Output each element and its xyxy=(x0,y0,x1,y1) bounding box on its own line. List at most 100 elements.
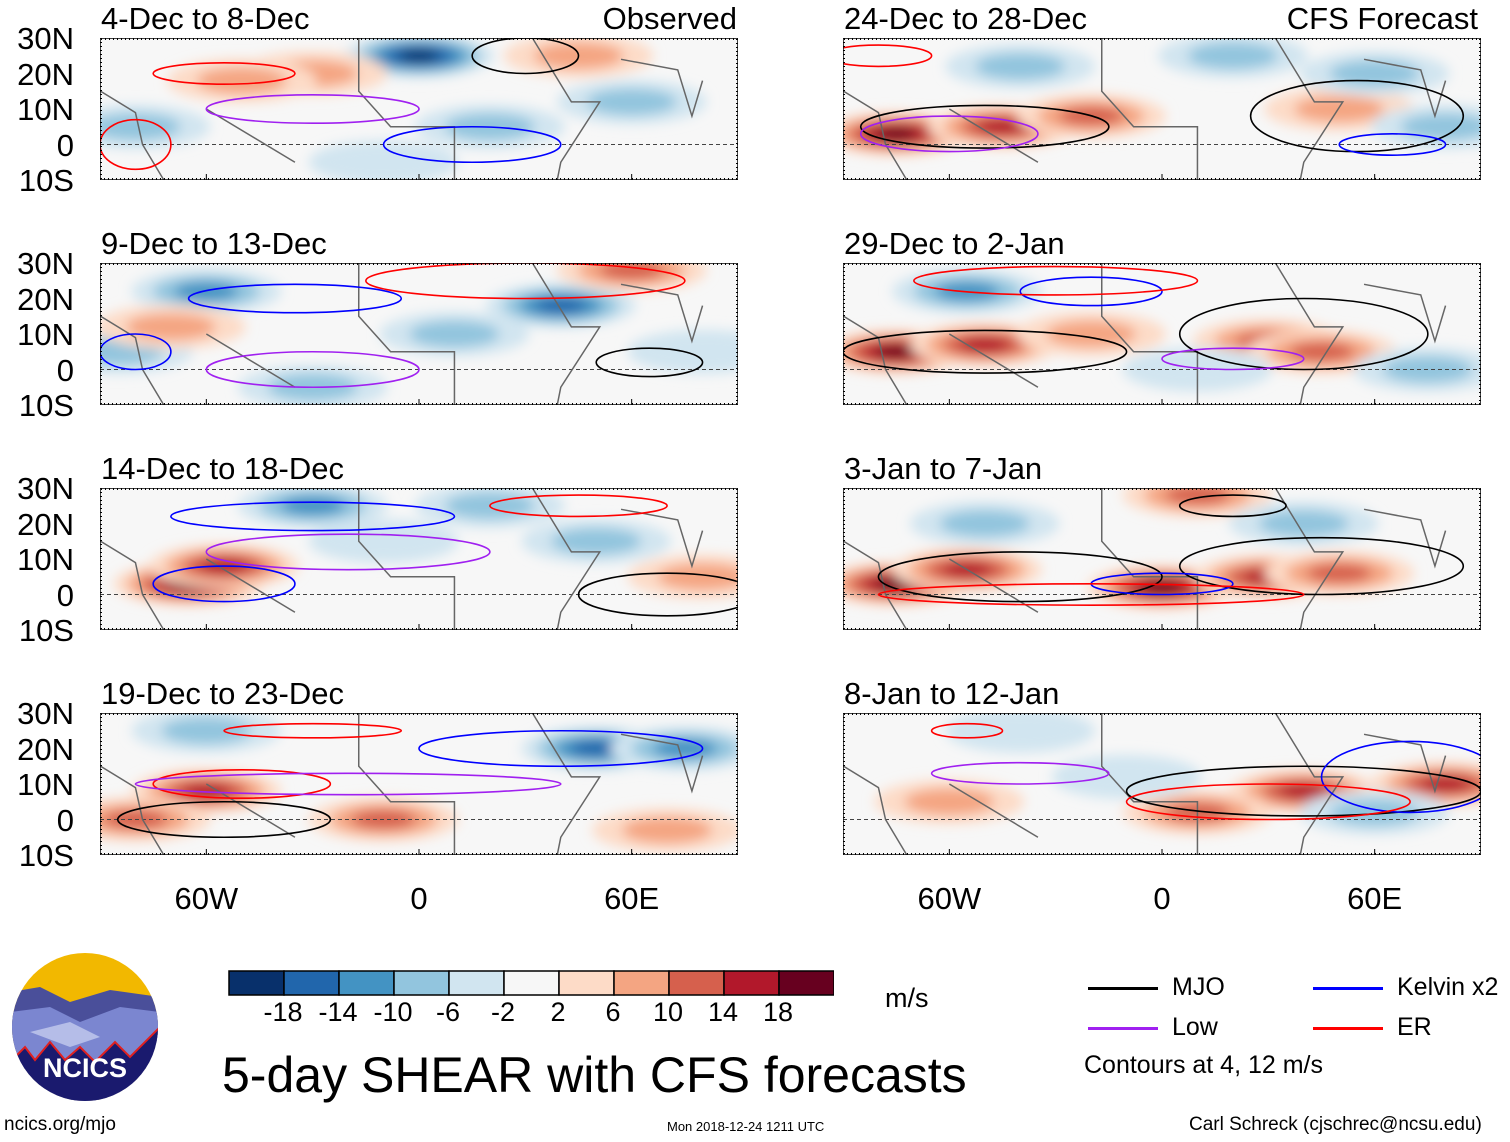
legend-label: Kelvin x2 xyxy=(1397,973,1499,1001)
shear-anomaly-shading xyxy=(1420,776,1471,792)
colorbar-tick-label: -18 xyxy=(263,997,303,1027)
mjo-contour xyxy=(1125,765,1481,817)
author-credit: Carl Schreck (cjschrec@ncsu.edu) xyxy=(1189,1114,1482,1135)
lat-tick-label: 10N xyxy=(17,767,74,802)
er-contour xyxy=(489,494,668,518)
shear-anomaly-shading xyxy=(622,816,713,844)
shear-anomaly-shading xyxy=(939,510,1030,537)
coastline xyxy=(100,488,704,630)
lat-tick-label: 10S xyxy=(18,613,74,648)
panel-title: 3-Jan to 7-Jan xyxy=(844,451,1043,486)
coastline xyxy=(843,263,1447,405)
colorbar-tick-label: -6 xyxy=(435,997,460,1027)
panel-title: 8-Jan to 12-Jan xyxy=(844,676,1060,711)
shear-anomaly-shading xyxy=(904,788,995,815)
shear-anomaly-shading xyxy=(945,713,1096,753)
er-contour xyxy=(930,722,1004,739)
source-url[interactable]: ncics.org/mjo xyxy=(4,1114,116,1135)
lon-tick-label: 0 xyxy=(410,881,428,916)
shear-anomaly-shading xyxy=(599,263,664,280)
shear-anomaly-shading xyxy=(535,298,586,313)
main-title: 5-day SHEAR with CFS forecasts xyxy=(222,1047,967,1103)
coastline xyxy=(843,38,1447,180)
er-contour xyxy=(843,44,933,68)
legend-line-mjo xyxy=(1088,987,1158,990)
map-panel xyxy=(843,38,1481,180)
shear-anomaly-shading xyxy=(409,320,500,348)
shear-anomaly-shading xyxy=(551,528,642,555)
shear-anomaly-shading xyxy=(308,519,459,564)
shear-anomaly-shading xyxy=(308,140,459,180)
lat-tick-label: 30N xyxy=(17,471,74,506)
colorbar-swatch xyxy=(723,970,780,996)
lat-tick-label: 10S xyxy=(18,838,74,873)
mjo-contour xyxy=(843,329,1128,374)
legend-label: MJO xyxy=(1172,973,1225,1001)
map-panel xyxy=(100,488,738,630)
kelvin-contour xyxy=(1338,133,1447,156)
colorbar-tick-label: -10 xyxy=(373,997,413,1027)
legend-label: ER xyxy=(1397,1013,1432,1041)
panel-title: 24-Dec to 28-Dec xyxy=(844,1,1087,36)
er-contour xyxy=(365,263,686,300)
legend-label: Low xyxy=(1172,1013,1218,1041)
shear-anomaly-shading xyxy=(1400,113,1481,140)
map-panel xyxy=(843,263,1481,405)
mjo-contour xyxy=(859,104,1110,149)
column-header: Observed xyxy=(602,1,737,36)
kelvin-contour xyxy=(382,125,562,164)
legend-line-er xyxy=(1313,1027,1383,1030)
map-panel xyxy=(843,488,1481,630)
mjo-contour xyxy=(595,347,704,378)
timestamp: Mon 2018-12-24 1211 UTC xyxy=(667,1119,825,1134)
shear-anomaly-shading xyxy=(657,563,738,590)
er-contour xyxy=(877,583,1305,606)
lat-tick-label: 30N xyxy=(17,21,74,56)
lat-tick-label: 0 xyxy=(56,802,74,838)
logo-text: NCICS xyxy=(43,1053,127,1083)
shear-anomaly-shading xyxy=(100,113,181,140)
colorbar-swatch xyxy=(778,970,834,996)
mjo-contour xyxy=(116,800,332,839)
kelvin-contour xyxy=(187,283,403,314)
low-contour xyxy=(205,533,491,571)
lat-tick-label: 20N xyxy=(17,731,74,767)
colorbar-tick-label: 14 xyxy=(707,997,739,1027)
low-contour xyxy=(134,772,562,796)
er-contour xyxy=(152,62,296,85)
lat-tick-label: 30N xyxy=(17,246,74,281)
units-label: m/s xyxy=(885,983,929,1013)
panel-title: 14-Dec to 18-Dec xyxy=(101,451,344,486)
ncics-logo: NCICS xyxy=(12,953,158,1101)
mjo-contour xyxy=(1178,536,1465,596)
lat-tick-label: 10S xyxy=(18,163,74,198)
shear-anomaly-shading xyxy=(125,313,216,341)
colorbar-tick-label: 18 xyxy=(762,997,794,1027)
colorbar-swatch xyxy=(503,970,560,996)
lat-tick-label: 20N xyxy=(17,506,74,542)
legend-line-low xyxy=(1088,1027,1158,1030)
er-contour xyxy=(152,768,332,799)
map-panel xyxy=(843,713,1481,855)
mjo-contour xyxy=(471,38,580,75)
low-contour xyxy=(205,93,420,124)
lon-tick-label: 60E xyxy=(1347,881,1403,916)
shear-anomaly-shading xyxy=(1289,342,1354,362)
colorbar-tick-label: 10 xyxy=(652,997,684,1027)
shear-anomaly-shading xyxy=(975,53,1066,80)
shear-anomaly-shading xyxy=(161,717,252,744)
lon-tick-label: 0 xyxy=(1153,881,1171,916)
kelvin-contour xyxy=(1019,276,1163,307)
colorbar-swatch xyxy=(448,970,505,996)
mjo-contour xyxy=(1178,297,1429,371)
lon-tick-label: 60W xyxy=(174,881,239,916)
kelvin-contour xyxy=(418,729,704,768)
lat-tick-label: 10N xyxy=(17,92,74,127)
shear-anomaly-shading xyxy=(586,88,677,116)
lat-tick-label: 0 xyxy=(56,352,74,388)
shear-anomaly-shading xyxy=(196,67,287,94)
colorbar-tick-label: 6 xyxy=(605,997,621,1027)
panel-title: 19-Dec to 23-Dec xyxy=(101,676,344,711)
mjo-contour xyxy=(1178,494,1287,518)
low-contour xyxy=(205,350,420,389)
